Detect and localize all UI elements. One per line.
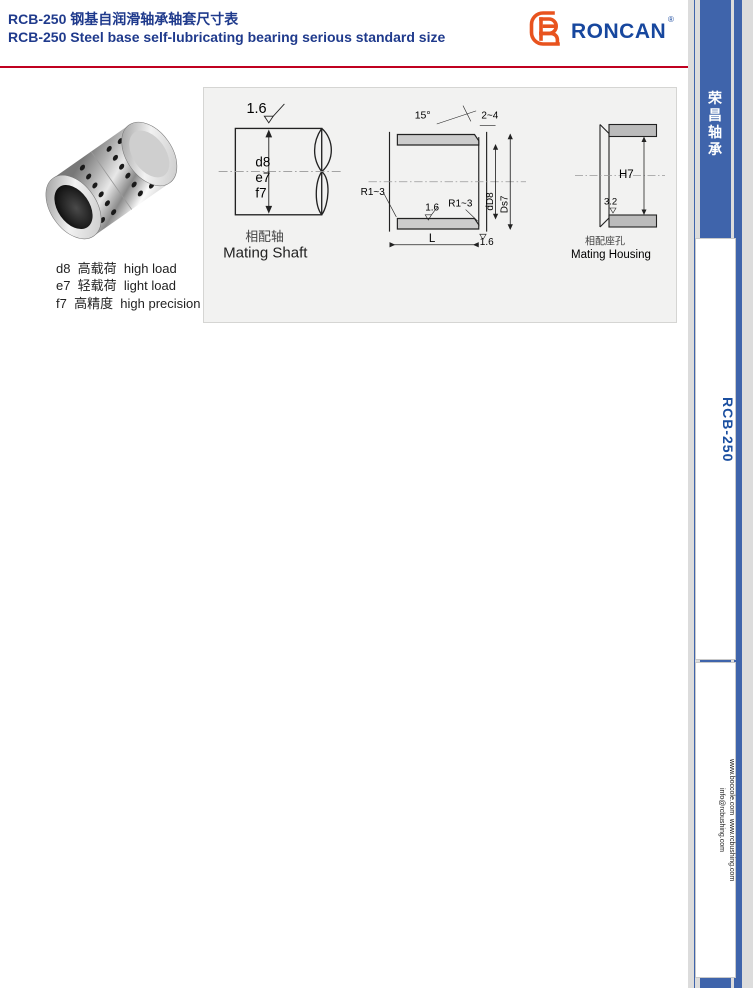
svg-text:Mating Shaft: Mating Shaft (223, 245, 308, 262)
svg-text:相配轴: 相配轴 (245, 229, 283, 244)
svg-text:®: ® (668, 15, 674, 24)
svg-text:3.2: 3.2 (604, 197, 617, 208)
svg-text:1.6: 1.6 (425, 203, 439, 214)
svg-text:相配座孔: 相配座孔 (585, 235, 625, 248)
svg-text:R1~3: R1~3 (448, 198, 473, 209)
svg-text:e7: e7 (255, 170, 270, 185)
svg-text:Ds7: Ds7 (500, 195, 511, 213)
svg-text:f7: f7 (255, 186, 266, 201)
svg-text:L: L (429, 233, 436, 245)
svg-text:H7: H7 (619, 169, 634, 181)
svg-text:dD8: dD8 (485, 192, 496, 211)
svg-text:Mating Housing: Mating Housing (571, 249, 651, 261)
svg-text:R1~3: R1~3 (361, 187, 386, 198)
svg-text:d8: d8 (255, 154, 270, 169)
svg-text:2~4: 2~4 (481, 111, 498, 122)
svg-text:1.6: 1.6 (247, 101, 267, 117)
svg-text:RONCAN: RONCAN (571, 20, 666, 43)
svg-text:15°: 15° (415, 110, 431, 122)
